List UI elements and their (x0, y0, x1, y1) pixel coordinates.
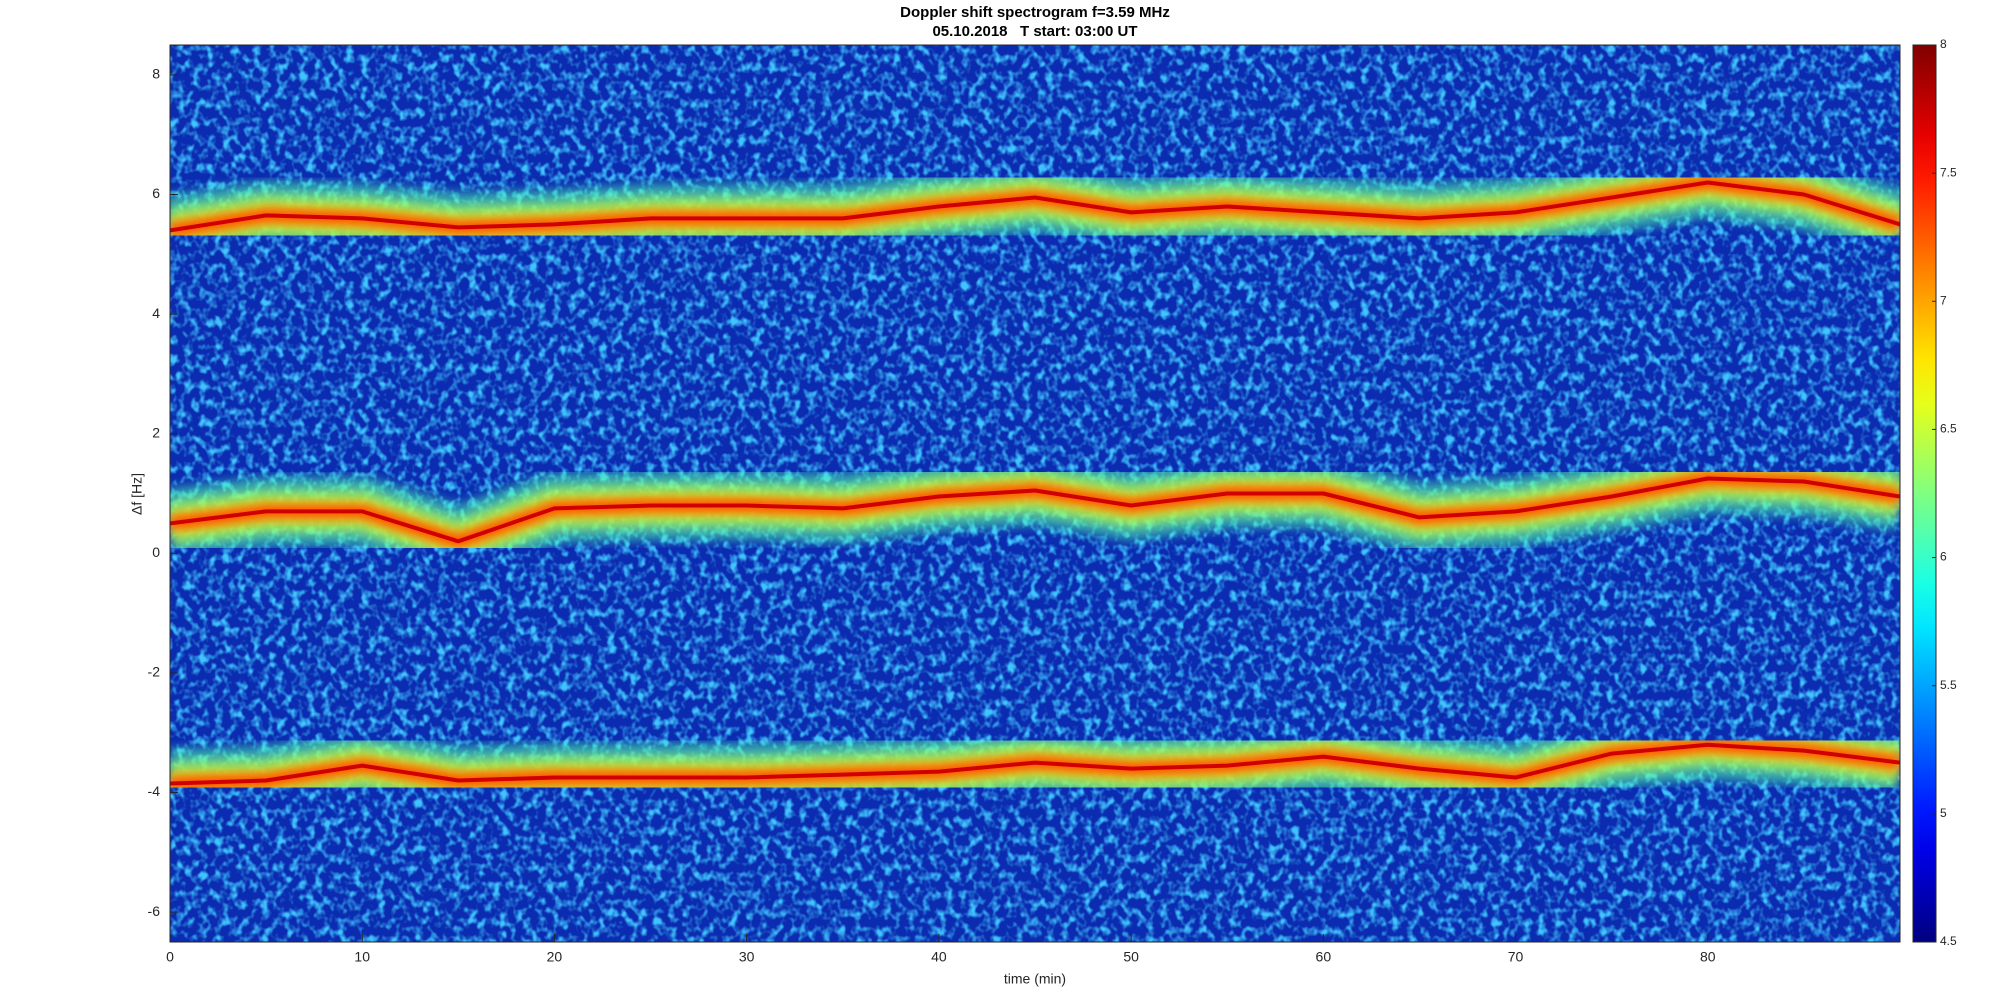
x-tick-label: 50 (1123, 949, 1139, 965)
y-tick-label: 0 (152, 544, 160, 560)
y-tick-label: 8 (152, 66, 160, 82)
x-tick-label: 40 (931, 949, 947, 965)
chart-title: Doppler shift spectrogram f=3.59 MHz (900, 4, 1170, 21)
x-tick-label: 70 (1508, 949, 1524, 965)
axes-box (169, 44, 1901, 943)
y-tick-label: -6 (148, 903, 161, 919)
colorbar-tick-label: 6 (1940, 550, 1947, 564)
ridge (170, 180, 1900, 233)
x-tick-label: 80 (1700, 949, 1716, 965)
y-tick-label: -4 (148, 783, 161, 799)
x-tick-label: 60 (1316, 949, 1332, 965)
x-axis-label: time (min) (1004, 971, 1066, 987)
plot-area (170, 45, 1900, 942)
colorbar-tick-label: 6.5 (1940, 422, 1957, 436)
ridge (170, 476, 1900, 544)
colorbar-tick-label: 7 (1940, 293, 1947, 307)
colorbar-tick-label: 8 (1940, 37, 1947, 51)
colorbar-tick-label: 7.5 (1940, 165, 1957, 179)
y-tick-label: 2 (152, 424, 160, 440)
x-tick-label: 20 (547, 949, 563, 965)
y-tick-label: 4 (152, 305, 160, 321)
colorbar-tick-label: 5.5 (1940, 678, 1957, 692)
y-tick-label: -2 (148, 664, 161, 680)
chart-subtitle: 05.10.2018 T start: 03:00 UT (932, 23, 1137, 40)
x-tick-label: 30 (739, 949, 755, 965)
colorbar-tick-label: 4.5 (1940, 934, 1957, 948)
ridge (170, 742, 1900, 786)
colorbar (1912, 44, 1937, 943)
x-tick-label: 10 (354, 949, 370, 965)
y-axis-label: Δf [Hz] (129, 473, 145, 515)
y-tick-label: 6 (152, 185, 160, 201)
x-tick-label: 0 (166, 949, 174, 965)
colorbar-tick-label: 5 (1940, 806, 1947, 820)
